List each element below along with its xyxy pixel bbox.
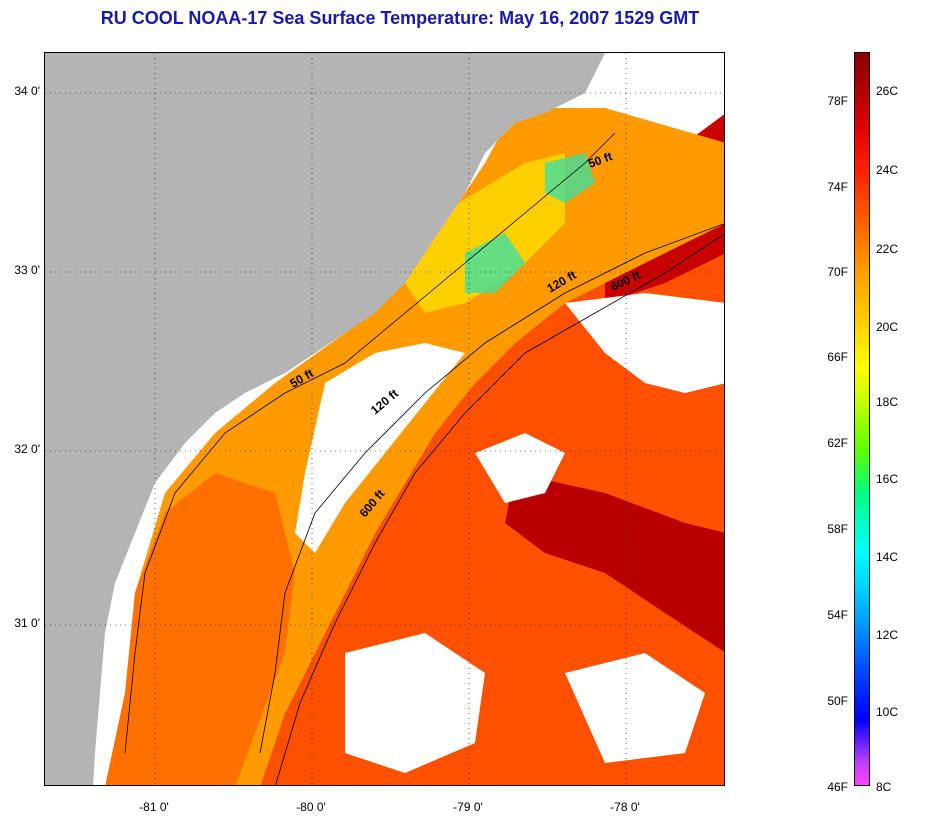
latitude-label: 31 0'	[14, 616, 40, 630]
colorbar-celsius-label: 16C	[876, 472, 899, 486]
contour-50ft	[124, 132, 616, 754]
colorbar-fahrenheit-label: 50F	[827, 694, 848, 708]
colorbar-fahrenheit-label: 58F	[827, 522, 848, 536]
colorbar-celsius-label: 12C	[876, 628, 899, 642]
shelf-water-warm	[105, 473, 295, 785]
colorbar-celsius-label: 18C	[876, 395, 899, 409]
land	[45, 53, 605, 785]
colorbar-celsius-label: 20C	[876, 320, 899, 334]
colorbar-fahrenheit-label: 66F	[827, 350, 848, 364]
sst-map-canvas: 50 ft 120 ft 600 ft 50 ft 120 ft 600 ft	[45, 53, 724, 785]
colorbar-fahrenheit-label: 78F	[827, 94, 848, 108]
colorbar-fahrenheit-label: 70F	[827, 265, 848, 279]
gulf-stream-core	[505, 473, 724, 652]
colorbar-celsius-label: 8C	[876, 780, 892, 794]
offshore-warm-water	[260, 223, 724, 785]
longitude-label: -81 0'	[139, 800, 169, 814]
cloud-patch	[345, 633, 485, 773]
longitude-label: -78 0'	[610, 800, 640, 814]
colorbar-celsius-label: 26C	[876, 84, 899, 98]
graticule	[45, 53, 724, 785]
longitude-label: -80 0'	[296, 800, 326, 814]
latitude-label: 33 0'	[14, 263, 40, 277]
cloud-patch	[475, 433, 565, 503]
latitude-label: 32 0'	[14, 442, 40, 456]
colorbar-fahrenheit-label: 46F	[827, 780, 848, 794]
cloud-patch	[565, 293, 724, 393]
colorbar-fahrenheit-label: 74F	[827, 180, 848, 194]
map-title: RU COOL NOAA-17 Sea Surface Temperature:…	[100, 8, 700, 28]
cool-water-patch	[465, 233, 525, 293]
cloud-patch	[565, 653, 705, 763]
colorbar-celsius-label: 10C	[876, 705, 899, 719]
colorbar-fahrenheit-label: 54F	[827, 608, 848, 622]
colorbar-celsius-label: 22C	[876, 242, 899, 256]
contour-600ft	[275, 233, 724, 785]
longitude-label: -79 0'	[453, 800, 483, 814]
colorbar-celsius-label: 14C	[876, 550, 899, 564]
sst-map: 50 ft 120 ft 600 ft 50 ft 120 ft 600 ft	[44, 52, 725, 786]
colorbar-celsius-label: 24C	[876, 163, 899, 177]
colorbar-fahrenheit-label: 62F	[827, 436, 848, 450]
contour-120ft	[259, 223, 724, 754]
cool-water-patch	[405, 153, 565, 313]
temperature-colorbar	[854, 52, 870, 786]
latitude-label: 34 0'	[14, 84, 40, 98]
